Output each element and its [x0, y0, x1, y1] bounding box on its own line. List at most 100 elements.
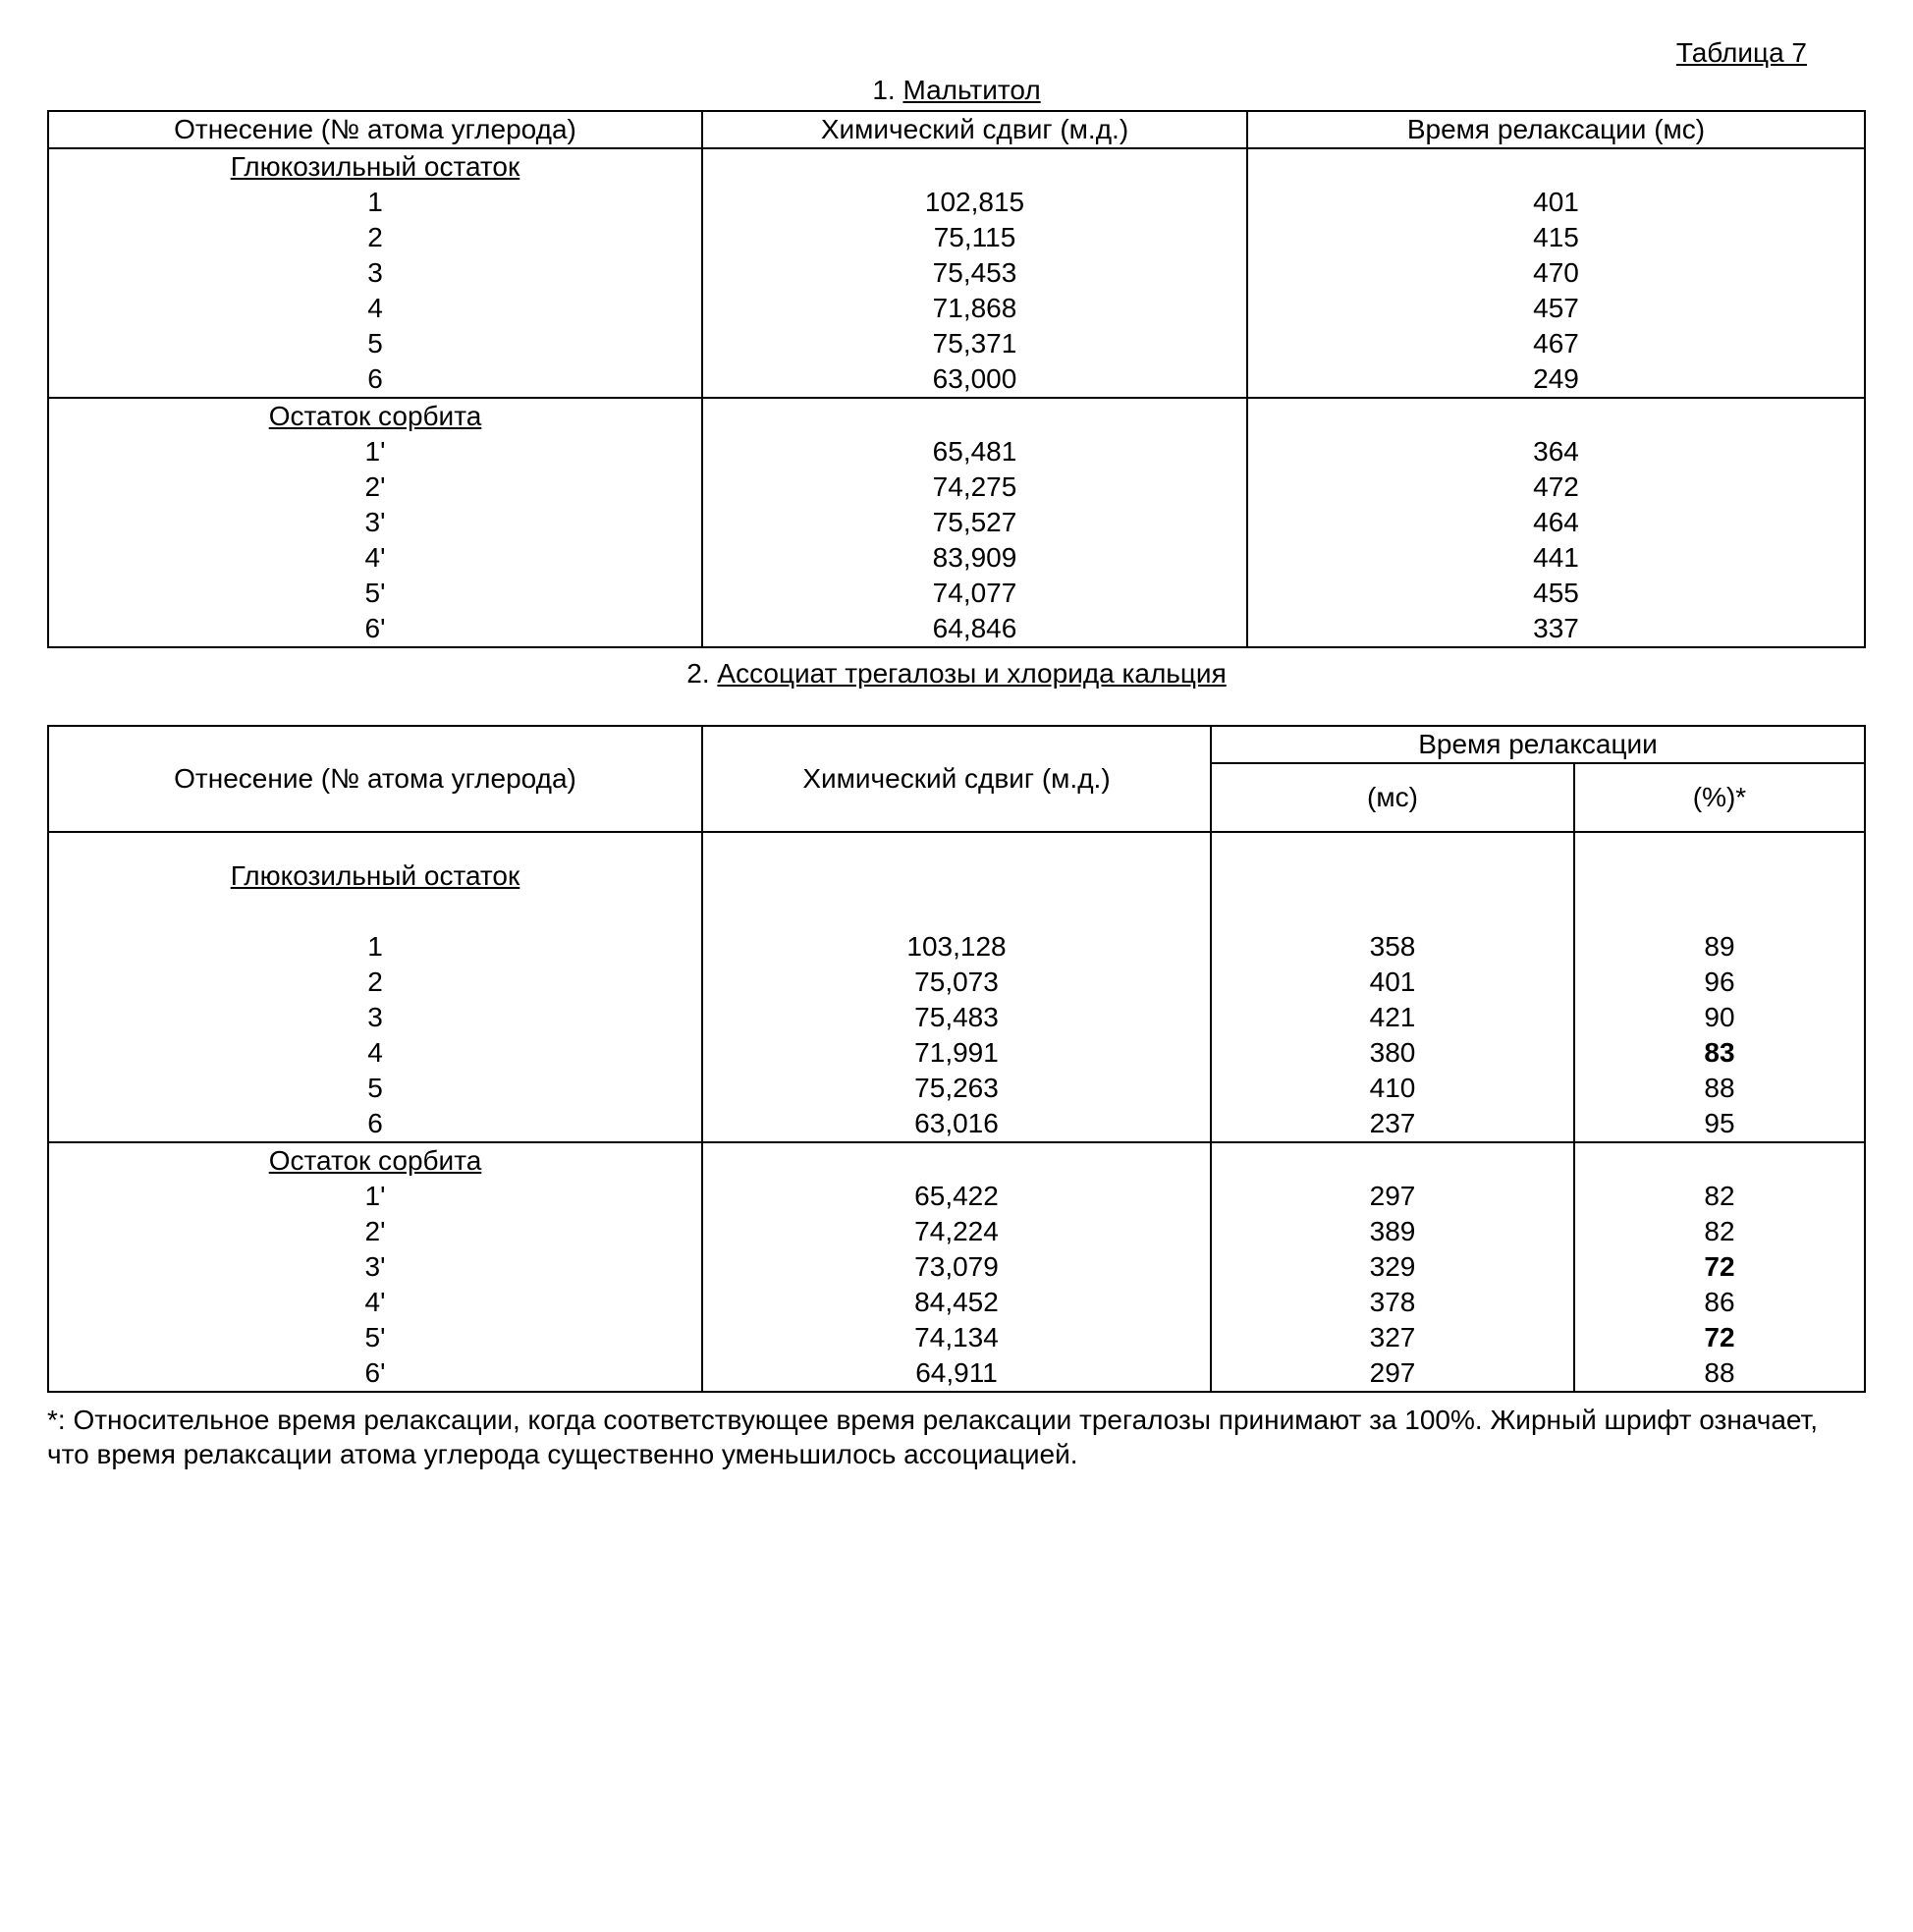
- t2-cell-n: 3': [48, 1249, 702, 1285]
- t2-cell-shift: 71,991: [702, 1035, 1211, 1071]
- t2-cell-pct: 88: [1574, 1355, 1865, 1392]
- t1-cell: 2: [48, 220, 702, 255]
- t1-cell: 5': [48, 576, 702, 611]
- t1-cell: 6': [48, 611, 702, 647]
- t1-cell: 75,453: [702, 255, 1247, 291]
- t2-cell-n: 3: [48, 1000, 702, 1035]
- empty-cell: [702, 1142, 1211, 1179]
- t1-cell: 3': [48, 505, 702, 540]
- empty-cell: [1211, 832, 1574, 894]
- t2-header-relax-pct: (%)*: [1574, 763, 1865, 832]
- spacer-cell: [1574, 894, 1865, 929]
- t1-cell: 74,077: [702, 576, 1247, 611]
- t1-header-relax: Время релаксации (мс): [1247, 111, 1865, 148]
- t2-cell-pct: 89: [1574, 929, 1865, 965]
- spacer-cell: [702, 894, 1211, 929]
- table-label: Таблица 7: [47, 37, 1866, 69]
- t2-cell-ms: 410: [1211, 1071, 1574, 1106]
- t2-cell-pct: 88: [1574, 1071, 1865, 1106]
- t2-cell-shift: 63,016: [702, 1106, 1211, 1142]
- t1-cell: 74,275: [702, 469, 1247, 505]
- t2-cell-n: 4: [48, 1035, 702, 1071]
- spacer-cell: [1211, 894, 1574, 929]
- footnote: *: Относительное время релаксации, когда…: [47, 1403, 1866, 1471]
- t1-header-assignment: Отнесение (№ атома углерода): [48, 111, 702, 148]
- t1-cell: 3: [48, 255, 702, 291]
- section1-title-text: Мальтитол: [902, 75, 1040, 105]
- t2-header-assignment: Отнесение (№ атома углерода): [48, 726, 702, 832]
- t1-cell: 71,868: [702, 291, 1247, 326]
- t1-header-shift: Химический сдвиг (м.д.): [702, 111, 1247, 148]
- t2-group-label: Остаток сорбита: [48, 1142, 702, 1179]
- t1-cell: 1': [48, 434, 702, 469]
- t1-cell: 364: [1247, 434, 1865, 469]
- t2-cell-n: 5': [48, 1320, 702, 1355]
- t2-header-relax-group: Время релаксации: [1211, 726, 1865, 763]
- t2-cell-pct: 83: [1574, 1035, 1865, 1071]
- t2-cell-ms: 380: [1211, 1035, 1574, 1071]
- t2-cell-n: 1: [48, 929, 702, 965]
- t1-cell: 4': [48, 540, 702, 576]
- t1-cell: 337: [1247, 611, 1865, 647]
- t2-cell-n: 6': [48, 1355, 702, 1392]
- empty-cell: [702, 398, 1247, 434]
- t2-cell-ms: 378: [1211, 1285, 1574, 1320]
- spacer-cell: [48, 894, 702, 929]
- empty-cell: [702, 832, 1211, 894]
- t1-cell: 457: [1247, 291, 1865, 326]
- t1-cell: 441: [1247, 540, 1865, 576]
- t2-cell-shift: 75,263: [702, 1071, 1211, 1106]
- t1-cell: 75,371: [702, 326, 1247, 361]
- t1-cell: 2': [48, 469, 702, 505]
- t2-cell-ms: 297: [1211, 1179, 1574, 1214]
- t1-cell: 65,481: [702, 434, 1247, 469]
- t1-group-label: Глюкозильный остаток: [48, 148, 702, 185]
- t2-cell-pct: 90: [1574, 1000, 1865, 1035]
- t2-cell-n: 6: [48, 1106, 702, 1142]
- section2-title-text: Ассоциат трегалозы и хлорида кальция: [717, 658, 1226, 689]
- t1-cell: 64,846: [702, 611, 1247, 647]
- section2-title: 2. Ассоциат трегалозы и хлорида кальция: [47, 658, 1866, 690]
- t2-cell-pct: 72: [1574, 1249, 1865, 1285]
- t1-cell: 472: [1247, 469, 1865, 505]
- empty-cell: [1247, 398, 1865, 434]
- t2-cell-shift: 65,422: [702, 1179, 1211, 1214]
- t2-cell-ms: 237: [1211, 1106, 1574, 1142]
- t2-cell-ms: 401: [1211, 965, 1574, 1000]
- t2-cell-n: 1': [48, 1179, 702, 1214]
- t1-cell: 102,815: [702, 185, 1247, 220]
- section1-title: 1. Мальтитол: [47, 75, 1866, 106]
- t1-cell: 75,115: [702, 220, 1247, 255]
- table-1: Отнесение (№ атома углерода) Химический …: [47, 110, 1866, 648]
- t2-header-relax-ms: (мс): [1211, 763, 1574, 832]
- t2-cell-shift: 74,224: [702, 1214, 1211, 1249]
- empty-cell: [1211, 1142, 1574, 1179]
- t1-cell: 401: [1247, 185, 1865, 220]
- t1-cell: 249: [1247, 361, 1865, 398]
- t1-cell: 415: [1247, 220, 1865, 255]
- t2-cell-shift: 75,073: [702, 965, 1211, 1000]
- section1-prefix: 1.: [872, 75, 902, 105]
- t1-cell: 63,000: [702, 361, 1247, 398]
- empty-cell: [1574, 1142, 1865, 1179]
- empty-cell: [702, 148, 1247, 185]
- t2-cell-n: 2: [48, 965, 702, 1000]
- t2-cell-shift: 74,134: [702, 1320, 1211, 1355]
- section2-prefix: 2.: [686, 658, 717, 689]
- t1-cell: 83,909: [702, 540, 1247, 576]
- t2-cell-ms: 329: [1211, 1249, 1574, 1285]
- t1-cell: 467: [1247, 326, 1865, 361]
- t1-cell: 470: [1247, 255, 1865, 291]
- t2-cell-pct: 82: [1574, 1179, 1865, 1214]
- t2-cell-ms: 421: [1211, 1000, 1574, 1035]
- t2-cell-n: 5: [48, 1071, 702, 1106]
- t2-cell-ms: 297: [1211, 1355, 1574, 1392]
- t2-cell-ms: 358: [1211, 929, 1574, 965]
- t2-cell-shift: 73,079: [702, 1249, 1211, 1285]
- t2-cell-shift: 84,452: [702, 1285, 1211, 1320]
- t1-cell: 1: [48, 185, 702, 220]
- t2-cell-ms: 389: [1211, 1214, 1574, 1249]
- t2-cell-pct: 86: [1574, 1285, 1865, 1320]
- empty-cell: [1247, 148, 1865, 185]
- t1-cell: 455: [1247, 576, 1865, 611]
